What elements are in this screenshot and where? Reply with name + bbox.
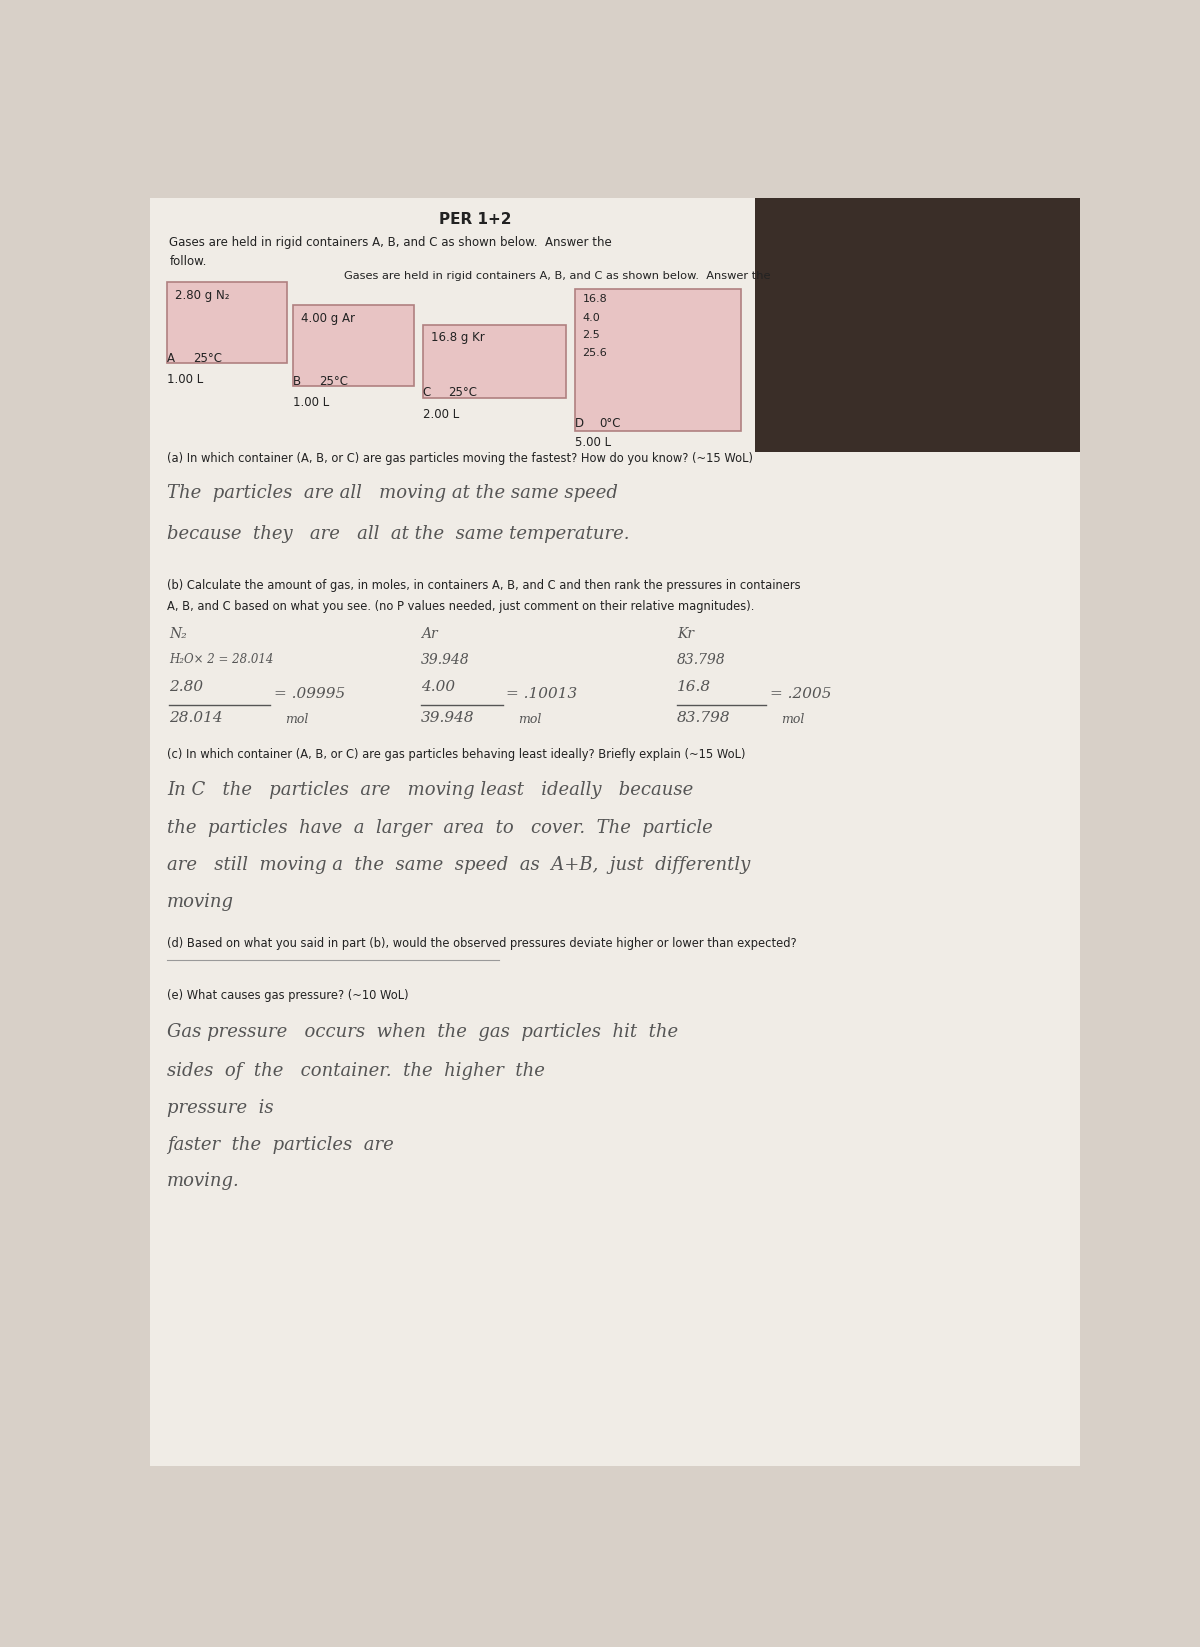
FancyBboxPatch shape xyxy=(167,282,287,364)
Text: = .09995: = .09995 xyxy=(274,687,346,700)
Text: mol: mol xyxy=(781,713,805,726)
Text: (b) Calculate the amount of gas, in moles, in containers A, B, and C and then ra: (b) Calculate the amount of gas, in mole… xyxy=(167,578,800,591)
Text: 39.948: 39.948 xyxy=(421,712,475,725)
Text: = .10013: = .10013 xyxy=(506,687,577,700)
Text: 2.80 g N₂: 2.80 g N₂ xyxy=(175,288,229,301)
Text: PER 1+2: PER 1+2 xyxy=(439,211,511,227)
Text: 4.00 g Ar: 4.00 g Ar xyxy=(301,311,355,324)
Text: follow.: follow. xyxy=(169,255,206,268)
Text: pressure  is: pressure is xyxy=(167,1099,274,1117)
Text: Gas pressure   occurs  when  the  gas  particles  hit  the: Gas pressure occurs when the gas particl… xyxy=(167,1023,678,1041)
Text: Gases are held in rigid containers A, B, and C as shown below.  Answer the: Gases are held in rigid containers A, B,… xyxy=(169,236,612,249)
Text: Kr: Kr xyxy=(677,626,694,641)
Text: 83.798: 83.798 xyxy=(677,652,726,667)
Text: 4.0: 4.0 xyxy=(582,313,600,323)
Text: because  they   are   all  at the  same temperature.: because they are all at the same tempera… xyxy=(167,525,630,544)
Text: 2.5: 2.5 xyxy=(582,329,600,339)
Text: 25°C: 25°C xyxy=(319,376,348,387)
Text: 0°C: 0°C xyxy=(600,417,622,430)
Text: A: A xyxy=(167,352,175,364)
Text: 39.948: 39.948 xyxy=(421,652,470,667)
Text: 2.00 L: 2.00 L xyxy=(422,408,460,422)
Text: H₂O× 2 = 28.014: H₂O× 2 = 28.014 xyxy=(169,652,274,665)
Text: the  particles  have  a  larger  area  to   cover.  The  particle: the particles have a larger area to cove… xyxy=(167,819,713,837)
Text: 16.8 g Kr: 16.8 g Kr xyxy=(431,331,485,344)
Text: (d) Based on what you said in part (b), would the observed pressures deviate hig: (d) Based on what you said in part (b), … xyxy=(167,937,797,950)
Text: C: C xyxy=(422,387,431,399)
Text: 25.6: 25.6 xyxy=(582,348,607,357)
Text: 16.8: 16.8 xyxy=(677,680,712,695)
Text: mol: mol xyxy=(518,713,541,726)
Text: 5.00 L: 5.00 L xyxy=(575,436,611,450)
Text: moving: moving xyxy=(167,893,234,911)
Text: (c) In which container (A, B, or C) are gas particles behaving least ideally? Br: (c) In which container (A, B, or C) are … xyxy=(167,748,745,761)
Text: = .2005: = .2005 xyxy=(770,687,832,700)
FancyBboxPatch shape xyxy=(755,198,1080,451)
Text: 83.798: 83.798 xyxy=(677,712,731,725)
Text: 16.8: 16.8 xyxy=(582,293,607,305)
Text: A, B, and C based on what you see. (no P values needed, just comment on their re: A, B, and C based on what you see. (no P… xyxy=(167,601,755,613)
Text: 4.00: 4.00 xyxy=(421,680,455,695)
Text: 25°C: 25°C xyxy=(193,352,222,364)
FancyBboxPatch shape xyxy=(422,324,566,399)
Text: 2.80: 2.80 xyxy=(169,680,204,695)
Text: B: B xyxy=(293,376,301,387)
Text: D: D xyxy=(575,417,584,430)
Text: N₂: N₂ xyxy=(169,626,187,641)
Text: In C   the   particles  are   moving least   ideally   because: In C the particles are moving least idea… xyxy=(167,781,694,799)
Text: 1.00 L: 1.00 L xyxy=(167,374,203,385)
Text: (e) What causes gas pressure? (~10 WoL): (e) What causes gas pressure? (~10 WoL) xyxy=(167,990,409,1003)
FancyBboxPatch shape xyxy=(293,305,414,387)
Text: mol: mol xyxy=(286,713,310,726)
Text: 28.014: 28.014 xyxy=(169,712,223,725)
Text: 25°C: 25°C xyxy=(449,387,478,399)
FancyBboxPatch shape xyxy=(150,198,1080,1466)
Text: (a) In which container (A, B, or C) are gas particles moving the fastest? How do: (a) In which container (A, B, or C) are … xyxy=(167,451,754,464)
Text: The  particles  are all   moving at the same speed: The particles are all moving at the same… xyxy=(167,484,618,502)
FancyBboxPatch shape xyxy=(575,288,742,432)
Text: moving.: moving. xyxy=(167,1173,240,1191)
Text: faster  the  particles  are: faster the particles are xyxy=(167,1135,394,1153)
Text: are   still  moving a  the  same  speed  as  A+B,  just  differently: are still moving a the same speed as A+B… xyxy=(167,856,750,875)
Text: 1.00 L: 1.00 L xyxy=(293,397,330,410)
Text: sides  of  the   container.  the  higher  the: sides of the container. the higher the xyxy=(167,1062,545,1079)
Text: Ar: Ar xyxy=(421,626,438,641)
Text: Gases are held in rigid containers A, B, and C as shown below.  Answer the: Gases are held in rigid containers A, B,… xyxy=(343,270,770,280)
